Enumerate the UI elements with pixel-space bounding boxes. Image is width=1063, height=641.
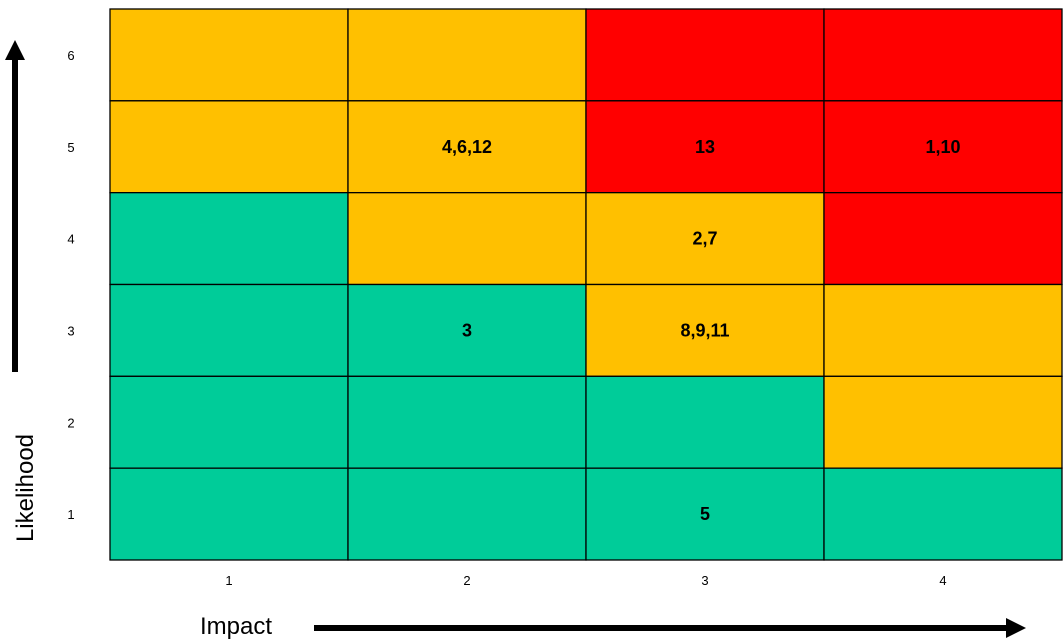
matrix-cells bbox=[109, 8, 1063, 561]
cell-impact-1-likelihood-5 bbox=[109, 100, 349, 194]
x-tick-label: 3 bbox=[701, 573, 708, 588]
y-tick-label: 5 bbox=[67, 140, 74, 155]
cell-impact-1-likelihood-1 bbox=[109, 467, 349, 561]
cell-label-2-3: 3 bbox=[462, 320, 472, 340]
cell-impact-1-likelihood-6 bbox=[109, 8, 349, 102]
cell-impact-3-likelihood-5 bbox=[585, 100, 825, 194]
cell-impact-2-likelihood-4 bbox=[347, 192, 587, 286]
cell-impact-1-likelihood-2 bbox=[109, 375, 349, 469]
x-axis-ticks: 1 2 3 4 bbox=[225, 573, 946, 588]
cell-impact-1-likelihood-4 bbox=[109, 192, 349, 286]
cell-impact-4-likelihood-1 bbox=[823, 467, 1063, 561]
y-axis-title: Likelihood bbox=[12, 434, 39, 542]
y-tick-label: 3 bbox=[67, 323, 74, 338]
cell-label-3-5: 13 bbox=[695, 137, 715, 157]
y-tick-label: 6 bbox=[67, 48, 74, 63]
matrix-cell-labels: 4,6,12 13 1,10 2,7 3 8,9,11 5 bbox=[442, 137, 961, 524]
cell-impact-3-likelihood-1 bbox=[585, 467, 825, 561]
cell-impact-4-likelihood-6 bbox=[823, 8, 1063, 102]
cell-impact-3-likelihood-2 bbox=[585, 375, 825, 469]
cell-impact-4-likelihood-3 bbox=[823, 283, 1063, 377]
cell-impact-3-likelihood-3 bbox=[585, 283, 825, 377]
cell-impact-1-likelihood-3 bbox=[109, 283, 349, 377]
cell-impact-4-likelihood-5 bbox=[823, 100, 1063, 194]
cell-impact-2-likelihood-6 bbox=[347, 8, 587, 102]
x-tick-label: 1 bbox=[225, 573, 232, 588]
y-tick-label: 4 bbox=[67, 232, 74, 247]
cell-label-3-1: 5 bbox=[700, 504, 710, 524]
cell-impact-4-likelihood-2 bbox=[823, 375, 1063, 469]
cell-impact-2-likelihood-1 bbox=[347, 467, 587, 561]
cell-impact-2-likelihood-5 bbox=[347, 100, 587, 194]
cell-label-4-5: 1,10 bbox=[925, 137, 960, 157]
cell-impact-2-likelihood-3 bbox=[347, 283, 587, 377]
y-axis-ticks: 1 2 3 4 5 6 bbox=[67, 48, 74, 522]
y-tick-label: 2 bbox=[67, 415, 74, 430]
x-tick-label: 4 bbox=[939, 573, 946, 588]
cell-impact-2-likelihood-2 bbox=[347, 375, 587, 469]
cell-label-3-3: 8,9,11 bbox=[680, 320, 729, 340]
cell-impact-4-likelihood-4 bbox=[823, 192, 1063, 286]
cell-label-3-4: 2,7 bbox=[692, 229, 717, 249]
impact-arrowhead bbox=[1006, 618, 1026, 638]
cell-impact-3-likelihood-6 bbox=[585, 8, 825, 102]
cell-label-2-5: 4,6,12 bbox=[442, 137, 492, 157]
x-tick-label: 2 bbox=[463, 573, 470, 588]
cell-impact-3-likelihood-4 bbox=[585, 192, 825, 286]
likelihood-arrowhead bbox=[5, 40, 25, 60]
x-axis-title: Impact bbox=[200, 613, 272, 640]
y-tick-label: 1 bbox=[67, 507, 74, 522]
